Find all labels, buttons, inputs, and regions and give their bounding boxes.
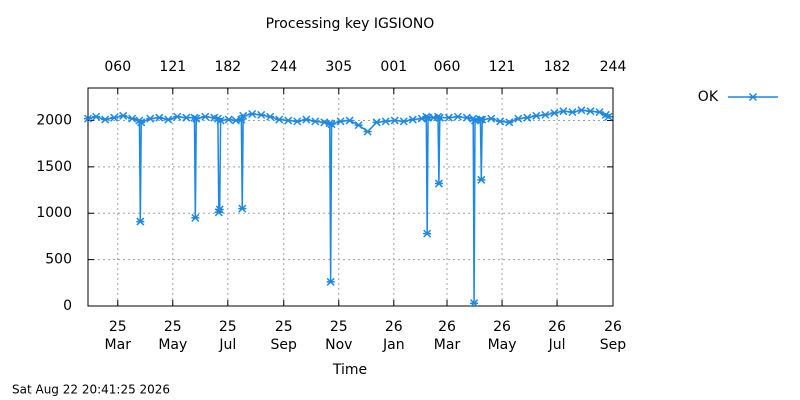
point xyxy=(182,113,191,122)
chart-title: Processing key IGSIONO xyxy=(266,16,435,32)
x-tick-label: 25 Jul xyxy=(218,319,236,353)
point xyxy=(92,112,101,121)
point xyxy=(496,117,505,126)
point xyxy=(284,116,293,125)
point xyxy=(550,109,559,118)
point xyxy=(559,107,568,116)
point xyxy=(541,110,550,119)
x2-tick-label: 305 xyxy=(325,59,352,75)
x-tick-label: 25 Mar xyxy=(105,319,132,353)
y-tick-label: 0 xyxy=(63,298,72,314)
footer: Sat Aug 22 20:41:25 2026 xyxy=(12,383,170,397)
x-tick-label: 26 Sep xyxy=(600,319,627,353)
x2-tick-label: 001 xyxy=(380,59,407,75)
point xyxy=(101,115,110,124)
point xyxy=(505,118,514,127)
x-tick-label: 25 Sep xyxy=(271,319,298,353)
x-tick-label: 25 May xyxy=(158,319,187,353)
plot-frame xyxy=(87,87,614,307)
point xyxy=(523,113,532,122)
point xyxy=(336,117,345,126)
point xyxy=(238,204,247,213)
x2-tick-label: 060 xyxy=(104,59,131,75)
point xyxy=(514,114,523,123)
point xyxy=(192,114,201,123)
x-tick-label: 26 Jan xyxy=(382,319,405,353)
point xyxy=(110,113,119,122)
point xyxy=(390,116,399,125)
point xyxy=(191,213,200,222)
point xyxy=(239,111,248,120)
point xyxy=(275,115,284,124)
point xyxy=(408,115,417,124)
point xyxy=(224,115,233,124)
x-tick-label: 26 Mar xyxy=(434,319,461,353)
point xyxy=(577,106,586,115)
y-tick-label: 1000 xyxy=(36,205,72,221)
point xyxy=(83,114,93,123)
legend-label: OK xyxy=(698,89,719,105)
point xyxy=(327,120,336,129)
x2-tick-label: 244 xyxy=(600,59,627,75)
point xyxy=(487,114,496,123)
x-tick-label: 26 Jul xyxy=(548,319,566,353)
point xyxy=(568,108,577,117)
point xyxy=(399,117,408,126)
point xyxy=(215,205,224,214)
point xyxy=(137,118,146,127)
point xyxy=(345,116,354,125)
point xyxy=(128,114,137,123)
point xyxy=(478,115,487,124)
x2-tick-label: 060 xyxy=(434,59,461,75)
point xyxy=(248,109,257,119)
point xyxy=(302,115,311,124)
point xyxy=(381,117,390,126)
point xyxy=(173,112,182,121)
point xyxy=(477,175,486,184)
y-tick-label: 1500 xyxy=(36,159,72,175)
point xyxy=(363,127,372,136)
point xyxy=(423,229,432,238)
point xyxy=(293,117,302,126)
point xyxy=(136,217,145,226)
x2-tick-label: 182 xyxy=(544,59,571,75)
series-line xyxy=(87,109,609,304)
point xyxy=(586,107,595,116)
point xyxy=(354,121,363,130)
point xyxy=(266,112,275,121)
point xyxy=(462,113,471,122)
point xyxy=(146,114,155,123)
point xyxy=(155,113,164,122)
x2-tick-label: 121 xyxy=(489,59,516,75)
point xyxy=(444,113,453,122)
point xyxy=(326,277,335,286)
point xyxy=(372,118,381,127)
y-tick-label: 500 xyxy=(45,252,72,268)
point xyxy=(257,110,266,119)
point xyxy=(470,299,479,308)
y-tick-label: 2000 xyxy=(36,112,72,128)
point xyxy=(311,117,320,126)
x-tick-label: 26 May xyxy=(488,319,517,353)
point xyxy=(216,116,225,125)
x-tick-label: 25 Nov xyxy=(325,319,352,353)
x-axis-label: Time xyxy=(332,362,367,378)
point xyxy=(201,112,210,121)
point xyxy=(435,113,444,122)
point xyxy=(532,111,541,120)
point xyxy=(434,179,443,188)
point xyxy=(119,111,128,120)
x2-tick-label: 244 xyxy=(270,59,297,75)
point xyxy=(164,115,173,124)
legend-marker xyxy=(748,92,758,102)
point xyxy=(453,112,462,121)
x2-tick-label: 182 xyxy=(214,59,241,75)
point xyxy=(604,112,613,121)
x2-tick-label: 121 xyxy=(159,59,186,75)
